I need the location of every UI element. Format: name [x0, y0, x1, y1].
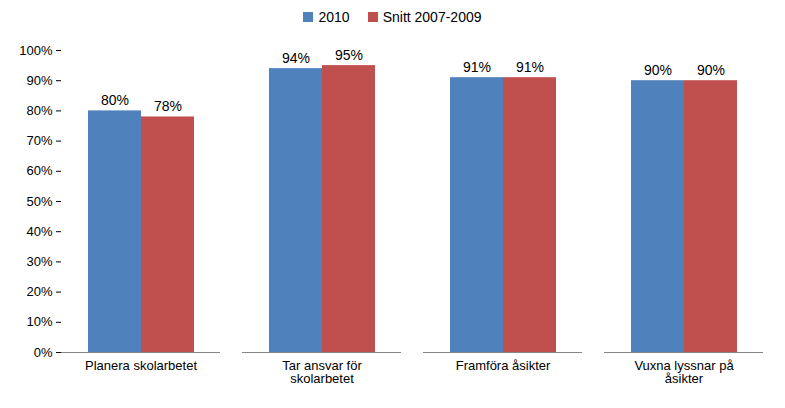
svg-text:80%: 80%	[101, 92, 129, 108]
html-text:Snitt 2007-2009: Snitt 2007-2009	[382, 9, 482, 25]
svg-text:10%: 10%	[26, 314, 52, 329]
svg-text:95%: 95%	[335, 47, 363, 63]
svg-text:80%: 80%	[26, 103, 52, 118]
svg-text:0%: 0%	[34, 345, 53, 360]
svg-text:78%: 78%	[154, 98, 182, 114]
svg-text:Tar ansvar förskolarbetet: Tar ansvar förskolarbetet	[282, 358, 362, 386]
svg-text:94%: 94%	[282, 50, 310, 66]
svg-text:60%: 60%	[26, 163, 52, 178]
svg-text:20%: 20%	[26, 284, 52, 299]
svg-text:90%: 90%	[26, 73, 52, 88]
svg-text:91%: 91%	[463, 59, 491, 75]
svg-text:40%: 40%	[26, 224, 52, 239]
svg-text:30%: 30%	[26, 254, 52, 269]
svg-text:100%: 100%	[19, 43, 53, 58]
svg-text:90%: 90%	[697, 62, 725, 78]
svg-text:Vuxna lyssnar pååsikter: Vuxna lyssnar pååsikter	[634, 358, 734, 386]
svg-text:50%: 50%	[26, 194, 52, 209]
svg-text:90%: 90%	[644, 62, 672, 78]
html-text:2010: 2010	[318, 9, 350, 25]
svg-text:Planera skolarbetet: Planera skolarbetet	[85, 358, 197, 373]
svg-text:70%: 70%	[26, 133, 52, 148]
svg-text:Framföra åsikter: Framföra åsikter	[456, 358, 551, 373]
svg-text:91%: 91%	[516, 59, 544, 75]
